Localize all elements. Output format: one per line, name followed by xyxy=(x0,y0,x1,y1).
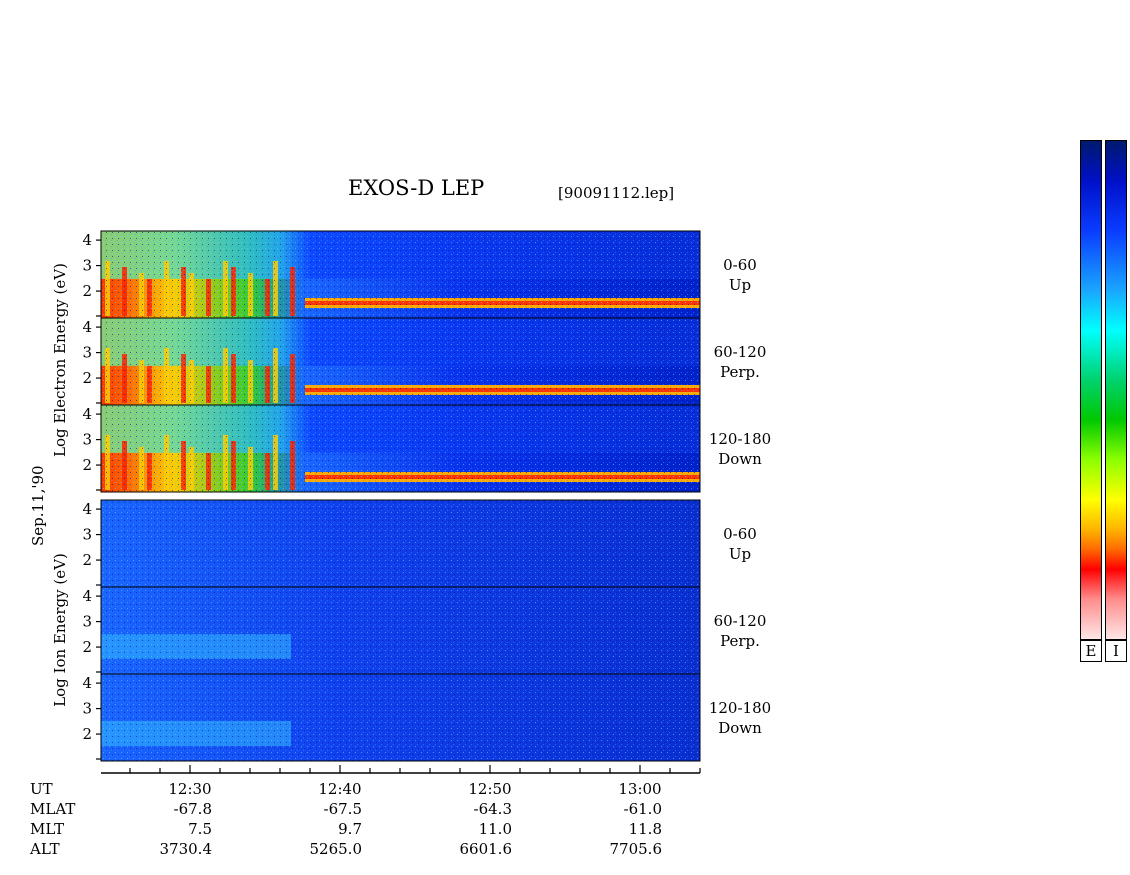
orbit-value-mlt: 9.7 xyxy=(338,820,362,838)
file-label: [90091112.lep] xyxy=(558,184,675,202)
pitch-angle-range: 120-180 xyxy=(708,699,772,717)
orbit-value-ut: 12:30 xyxy=(168,780,212,798)
panel-ion-4 xyxy=(100,586,701,675)
pitch-angle-range: 60-120 xyxy=(713,612,767,630)
ion-axis-label: Log Ion Energy (eV) xyxy=(51,553,69,707)
y-tick-label: 4 xyxy=(82,674,92,692)
orbit-value-ut: 13:00 xyxy=(618,780,662,798)
electron-colorbar-label: E xyxy=(1080,640,1102,662)
ion-colorbar-label: I xyxy=(1105,640,1127,662)
orbit-value-mlt: 11.8 xyxy=(628,820,662,838)
plot-title: EXOS-D LEP xyxy=(348,176,485,200)
orbit-row-label-alt: ALT xyxy=(30,840,60,858)
panel-pitch-label: 60-120 Perp. xyxy=(700,342,780,382)
panel-electron-0 xyxy=(100,230,701,319)
orbit-value-mlat: -61.0 xyxy=(623,800,662,818)
orbit-row-label-mlat: MLAT xyxy=(30,800,76,818)
pitch-direction: Up xyxy=(728,276,752,294)
pitch-direction: Up xyxy=(728,545,752,563)
date-label: Sep.11,'90 xyxy=(29,465,47,546)
pitch-angle-range: 60-120 xyxy=(713,343,767,361)
electron-axis-label: Log Electron Energy (eV) xyxy=(51,263,69,457)
y-tick-label: 4 xyxy=(82,587,92,605)
orbit-value-mlat: -67.5 xyxy=(323,800,362,818)
pitch-angle-range: 120-180 xyxy=(708,430,772,448)
orbit-value-ut: 12:50 xyxy=(468,780,512,798)
y-tick-label: 4 xyxy=(82,318,92,336)
pitch-direction: Perp. xyxy=(720,363,760,381)
orbit-value-mlat: -64.3 xyxy=(473,800,512,818)
electron-colorbar xyxy=(1080,140,1102,640)
orbit-value-alt: 3730.4 xyxy=(159,840,213,858)
orbit-value-alt: 7705.6 xyxy=(609,840,663,858)
y-tick-label: 4 xyxy=(82,405,92,423)
panel-pitch-label: 0-60 Up xyxy=(700,255,780,295)
panel-pitch-label: 0-60 Up xyxy=(700,524,780,564)
pitch-direction: Down xyxy=(718,719,762,737)
panel-pitch-label: 120-180 Down xyxy=(700,429,780,469)
y-tick-label: 2 xyxy=(82,725,92,743)
panel-electron-2 xyxy=(100,404,701,493)
y-tick-label: 2 xyxy=(82,551,92,569)
panel-pitch-label: 60-120 Perp. xyxy=(700,611,780,651)
panel-pitch-label: 120-180 Down xyxy=(700,698,780,738)
y-tick-label: 3 xyxy=(82,700,92,718)
orbit-value-mlt: 11.0 xyxy=(478,820,512,838)
orbit-value-mlat: -67.8 xyxy=(173,800,212,818)
pitch-direction: Perp. xyxy=(720,632,760,650)
y-tick-label: 3 xyxy=(82,257,92,275)
y-tick-label: 2 xyxy=(82,282,92,300)
panel-electron-1 xyxy=(100,317,701,406)
orbit-row-label-ut: UT xyxy=(30,780,53,798)
orbit-value-ut: 12:40 xyxy=(318,780,362,798)
orbit-row-label-mlt: MLT xyxy=(30,820,65,838)
orbit-value-alt: 6601.6 xyxy=(459,840,513,858)
orbit-value-alt: 5265.0 xyxy=(309,840,363,858)
pitch-direction: Down xyxy=(718,450,762,468)
y-tick-label: 3 xyxy=(82,431,92,449)
pitch-angle-range: 0-60 xyxy=(723,256,757,274)
y-tick-label: 4 xyxy=(82,500,92,518)
panel-ion-3 xyxy=(100,499,701,588)
y-tick-label: 3 xyxy=(82,613,92,631)
orbit-value-mlt: 7.5 xyxy=(188,820,212,838)
y-tick-label: 2 xyxy=(82,456,92,474)
panel-ion-5 xyxy=(100,673,701,762)
y-tick-label: 3 xyxy=(82,344,92,362)
y-tick-label: 2 xyxy=(82,638,92,656)
y-tick-label: 3 xyxy=(82,526,92,544)
y-tick-label: 4 xyxy=(82,231,92,249)
y-tick-label: 2 xyxy=(82,369,92,387)
pitch-angle-range: 0-60 xyxy=(723,525,757,543)
ion-colorbar xyxy=(1105,140,1127,640)
